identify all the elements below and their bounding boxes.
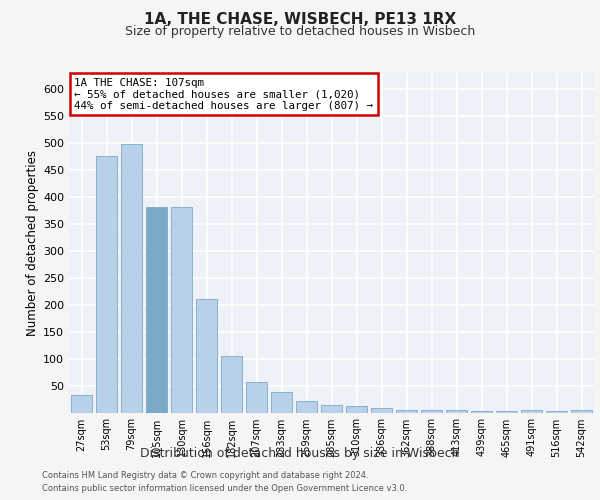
- Bar: [96, 156, 117, 412]
- Bar: [321, 406, 342, 412]
- Bar: [571, 410, 592, 412]
- Bar: [146, 207, 167, 412]
- Bar: [121, 144, 142, 412]
- Bar: [171, 207, 192, 412]
- Bar: [421, 410, 442, 412]
- Bar: [196, 299, 217, 412]
- Text: Size of property relative to detached houses in Wisbech: Size of property relative to detached ho…: [125, 25, 475, 38]
- Bar: [346, 406, 367, 412]
- Text: 1A THE CHASE: 107sqm
← 55% of detached houses are smaller (1,020)
44% of semi-de: 1A THE CHASE: 107sqm ← 55% of detached h…: [74, 78, 373, 111]
- Bar: [246, 382, 267, 412]
- Text: 1A, THE CHASE, WISBECH, PE13 1RX: 1A, THE CHASE, WISBECH, PE13 1RX: [144, 12, 456, 28]
- Y-axis label: Number of detached properties: Number of detached properties: [26, 150, 39, 336]
- Text: Contains HM Land Registry data © Crown copyright and database right 2024.: Contains HM Land Registry data © Crown c…: [42, 471, 368, 480]
- Text: Distribution of detached houses by size in Wisbech: Distribution of detached houses by size …: [140, 448, 460, 460]
- Bar: [271, 392, 292, 412]
- Text: Contains public sector information licensed under the Open Government Licence v3: Contains public sector information licen…: [42, 484, 407, 493]
- Bar: [71, 395, 92, 412]
- Bar: [521, 410, 542, 412]
- Bar: [221, 356, 242, 412]
- Bar: [296, 401, 317, 412]
- Bar: [446, 410, 467, 412]
- Bar: [396, 410, 417, 412]
- Bar: [371, 408, 392, 412]
